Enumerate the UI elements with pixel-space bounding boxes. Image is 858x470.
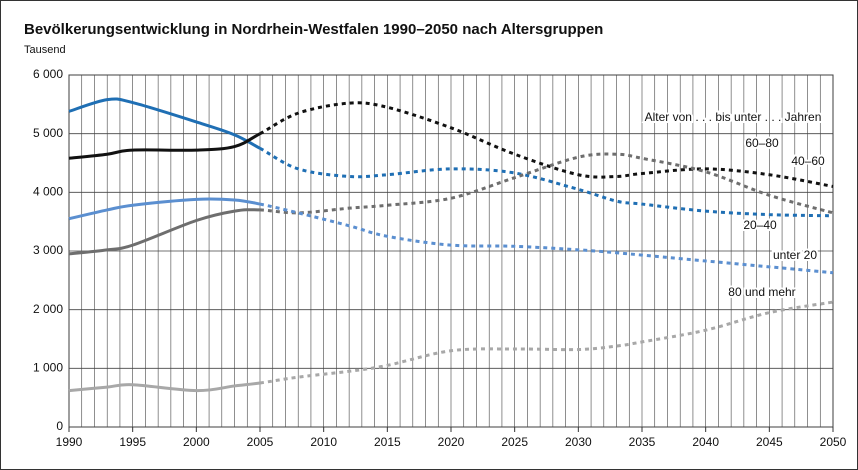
x-tick-label: 2020 [438, 435, 465, 449]
x-tick-label: 2030 [565, 435, 592, 449]
series-forecast-line [259, 101, 834, 188]
y-tick-label: 5 000 [33, 126, 63, 140]
x-tick-label: 2035 [629, 435, 656, 449]
series-line [68, 197, 261, 221]
y-tick-label: 4 000 [33, 185, 63, 199]
y-axis-label: Tausend [24, 44, 66, 56]
x-tick-label: 2000 [183, 435, 210, 449]
series-line [68, 97, 261, 150]
series-label: unter 20 [773, 248, 817, 262]
x-tick-label: 1990 [56, 435, 83, 449]
y-tick-label: 2 000 [33, 302, 63, 316]
x-tick-label: 2010 [310, 435, 337, 449]
chart-title: Bevölkerungsentwicklung in Nordrhein-Wes… [24, 21, 603, 38]
series-forecast-line [259, 147, 834, 218]
x-tick-label: 2045 [756, 435, 783, 449]
series-label: 80 und mehr [728, 285, 795, 299]
y-tick-label: 1 000 [33, 361, 63, 375]
series-forecast-line [259, 152, 834, 215]
x-tick-label: 2015 [374, 435, 401, 449]
series-line [68, 208, 261, 256]
x-tick-label: 2050 [820, 435, 847, 449]
x-tick-label: 2005 [247, 435, 274, 449]
series-label: 60–80 [745, 136, 779, 150]
y-tick-label: 6 000 [33, 67, 63, 81]
series-forecast-line [259, 300, 834, 385]
x-tick-label: 1995 [119, 435, 146, 449]
y-tick-label: 0 [56, 419, 63, 433]
series-label: 40–60 [791, 154, 825, 168]
x-tick-label: 2025 [501, 435, 528, 449]
series-line [68, 381, 261, 393]
series-line [68, 132, 261, 160]
series-forecast-line [259, 202, 834, 275]
x-tick-label: 2040 [692, 435, 719, 449]
series-label: 20–40 [743, 218, 777, 232]
annotation: Alter von . . . bis unter . . . Jahren [645, 110, 822, 124]
y-tick-label: 3 000 [33, 243, 63, 257]
